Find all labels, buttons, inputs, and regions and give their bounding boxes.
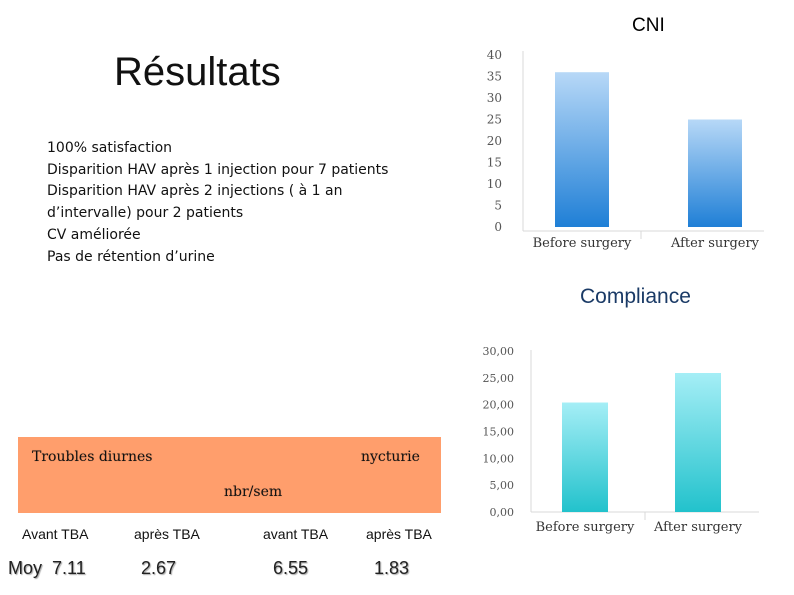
cni-bar-chart: 0 5 10 15 20 25 30 35 40 Before surgery After sur… — [487, 48, 764, 251]
compliance-bar — [675, 373, 721, 512]
bullet-item: Disparition HAV après 2 injections ( à 1… — [47, 183, 343, 200]
cni-y-tick-label: 35 — [487, 70, 502, 84]
column-label: après TBA — [366, 526, 432, 542]
bullet-item: d’intervalle) pour 2 patients — [47, 205, 244, 222]
column-label: avant TBA — [263, 526, 329, 542]
cni-y-tick-label: 20 — [487, 134, 502, 148]
unit-label: nbr/sem — [224, 484, 283, 500]
bullet-item: CV améliorée — [47, 226, 141, 243]
bullet-item: 100% satisfaction — [47, 140, 173, 156]
cni-y-tick-label: 10 — [487, 177, 502, 191]
compliance-y-tick-label: 15,00 — [483, 426, 515, 439]
cni-bar — [688, 119, 742, 227]
mean-value: 1.83 — [374, 558, 410, 578]
compliance-x-tick-label: After surgery — [653, 520, 743, 535]
cni-y-tick-label: 30 — [487, 91, 502, 105]
compliance-y-tick-label: 25,00 — [483, 372, 515, 385]
column-label: Avant TBA — [22, 526, 89, 542]
compliance-y-tick-label: 5,00 — [490, 479, 515, 492]
nocturia-header: nycturie — [361, 449, 420, 465]
cni-y-tick-label: 25 — [487, 113, 502, 127]
cni-y-tick-label: 15 — [487, 156, 502, 170]
bullet-item: Pas de rétention d’urine — [47, 248, 215, 265]
cni-y-tick-label: 40 — [487, 48, 502, 62]
daytime-troubles-header: Troubles diurnes — [32, 449, 153, 465]
slide-title: Résultats — [114, 50, 281, 94]
cni-x-tick-label: Before surgery — [533, 236, 632, 251]
mean-value: 2.67 — [141, 558, 177, 578]
mean-value: Moy 7.11 — [8, 558, 86, 578]
mean-value: 6.55 — [273, 558, 309, 578]
cni-y-tick-label: 0 — [494, 220, 502, 234]
compliance-x-tick-label: Before surgery — [536, 520, 635, 535]
cni-y-tick-label: 5 — [494, 199, 502, 213]
column-label: après TBA — [134, 526, 200, 542]
compliance-bar — [562, 402, 608, 512]
cni-x-tick-label: After surgery — [670, 236, 760, 251]
results-bullet-list: 100% satisfaction Disparition HAV après … — [47, 138, 427, 268]
compliance-y-tick-label: 20,00 — [483, 399, 515, 412]
compliance-y-tick-label: 10,00 — [483, 452, 515, 465]
cni-chart-label: CNI — [632, 15, 665, 36]
compliance-y-tick-label: 0,00 — [490, 506, 515, 519]
compliance-chart-label: Compliance — [580, 285, 691, 308]
symptoms-summary-box: Troubles diurnes nycturie nbr/sem — [18, 437, 441, 513]
bullet-item: Disparition HAV après 1 injection pour 7… — [47, 161, 389, 178]
cni-bar — [555, 72, 609, 227]
compliance-y-tick-label: 30,00 — [483, 345, 515, 358]
compliance-bar-chart: 0,00 5,00 10,00 15,00 20,00 25,00 30,00 Before… — [483, 345, 759, 535]
